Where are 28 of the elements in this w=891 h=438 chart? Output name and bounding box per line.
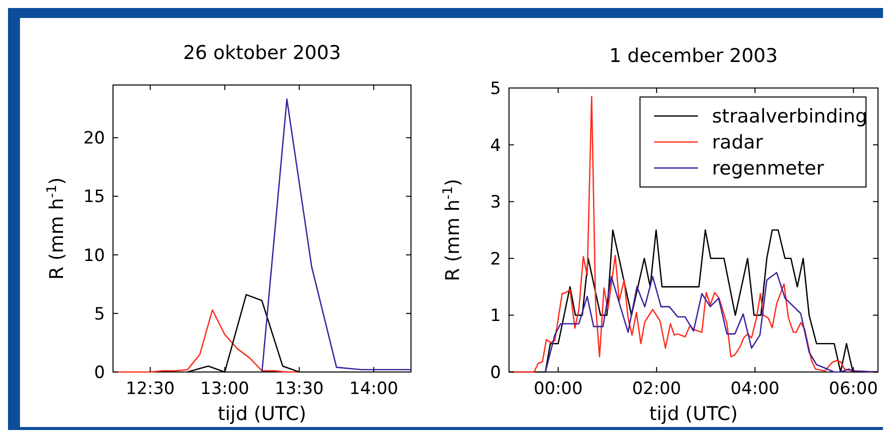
y-tick-label: 0 <box>94 362 105 383</box>
y-tick-label: 0 <box>490 362 501 383</box>
x-tick-label: 00:00 <box>534 379 583 399</box>
y-tick-label: 5 <box>490 78 501 99</box>
x-tick-label: 06:00 <box>828 379 878 399</box>
y-tick-label: 15 <box>83 187 105 208</box>
y-tick-label: 3 <box>490 192 501 213</box>
y-tick-label: 5 <box>94 304 105 324</box>
x-tick-label: 14:00 <box>349 379 398 399</box>
chart-title: 26 oktober 2003 <box>183 42 341 64</box>
x-tick-label: 12:30 <box>126 379 175 399</box>
y-tick-label: 10 <box>83 246 105 266</box>
line-series <box>544 272 879 373</box>
legend-label: radar <box>712 132 764 154</box>
y-tick-label: 2 <box>490 249 501 270</box>
x-axis-title: tijd (UTC) <box>649 403 738 425</box>
x-tick-label: 02:00 <box>632 379 682 399</box>
x-tick-label: 13:30 <box>274 379 324 399</box>
legend-label: regenmeter <box>712 158 824 180</box>
x-tick-label: 13:00 <box>200 379 250 399</box>
y-tick-label: 4 <box>490 136 501 156</box>
y-tick-label: 1 <box>490 306 501 326</box>
chart-title: 1 december 2003 <box>609 45 778 67</box>
legend-label: straalverbinding <box>712 106 868 128</box>
x-tick-label: 04:00 <box>730 379 780 399</box>
line-series <box>261 98 412 373</box>
x-axis-title: tijd (UTC) <box>218 403 306 425</box>
y-tick-label: 20 <box>83 128 105 149</box>
